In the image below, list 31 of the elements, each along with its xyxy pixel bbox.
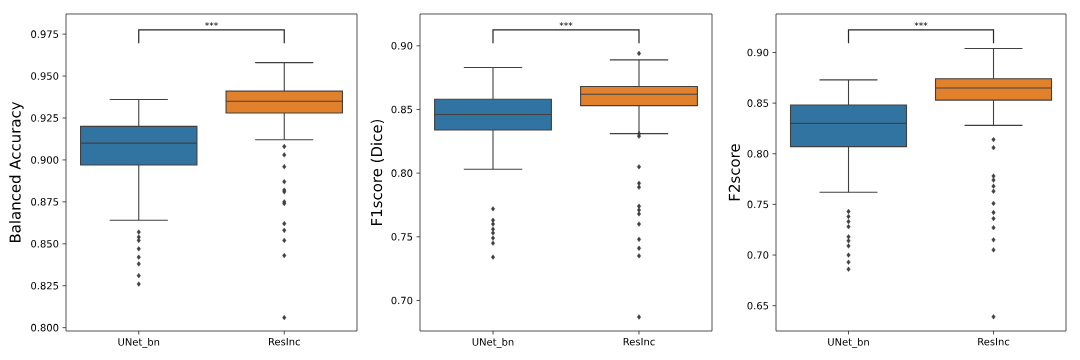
y-tick-label: 0.80	[391, 169, 413, 177]
annotation: ***	[914, 21, 928, 27]
y-axis-title: F2score	[728, 144, 740, 201]
y-tick-label: 0.90	[747, 48, 769, 57]
x-tick-label: UNet_bn	[828, 338, 869, 348]
y-tick-label: 0.85	[747, 99, 769, 107]
x-tick-label: UNet_bn	[472, 338, 514, 348]
x-tick-label: UNet_bn	[118, 338, 160, 348]
y-tick-label: 0.85	[391, 105, 413, 114]
y-tick-label: 0.975	[31, 30, 59, 38]
y-tick-label: 0.75	[391, 233, 413, 241]
y-tick-label: 0.75	[747, 200, 769, 209]
y-tick-label: 0.800	[31, 323, 59, 332]
y-tick-label: 0.900	[31, 156, 59, 164]
x-tick-label: ResInc	[978, 338, 1010, 346]
y-tick-label: 0.90	[391, 42, 413, 50]
y-tick-label: 0.925	[31, 114, 59, 122]
y-axis-title: Balanced Accuracy	[9, 101, 24, 243]
y-tick-label: 0.70	[391, 296, 413, 305]
y-tick-label: 0.80	[747, 149, 769, 158]
y-tick-label: 0.825	[31, 281, 59, 290]
annotation: ***	[559, 21, 573, 27]
y-axis-title: F1score (Dice)	[370, 119, 384, 225]
x-tick-label: ResInc	[623, 338, 655, 346]
annotation: ***	[205, 21, 218, 27]
y-tick-label: 0.70	[747, 251, 769, 259]
y-tick-label: 0.875	[31, 198, 59, 206]
y-tick-label: 0.65	[747, 301, 769, 310]
y-tick-label: 0.950	[31, 72, 59, 80]
y-tick-label: 0.850	[31, 240, 59, 248]
x-tick-label: ResInc	[268, 338, 300, 346]
